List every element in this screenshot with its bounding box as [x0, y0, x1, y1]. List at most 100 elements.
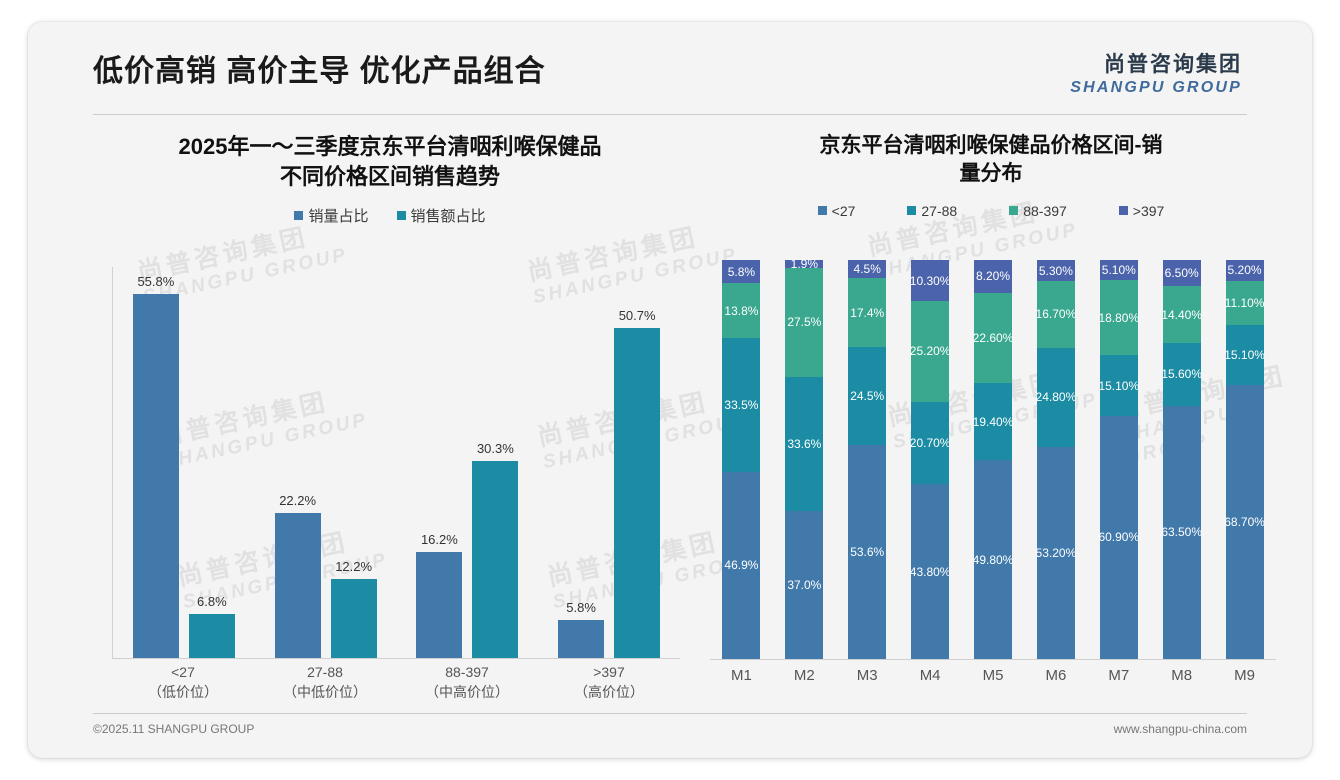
- bar-column[interactable]: 6.8%: [188, 267, 235, 658]
- stack-segment[interactable]: 33.5%: [722, 338, 761, 472]
- stack-segment[interactable]: 22.60%: [973, 292, 1013, 383]
- stack-segment[interactable]: 27.5%: [785, 267, 824, 378]
- stack-segment-label: 15.10%: [1098, 378, 1140, 393]
- bar[interactable]: [330, 578, 377, 658]
- page-title: 低价高销 高价主导 优化产品组合: [93, 55, 546, 88]
- stack-segment[interactable]: 24.80%: [1036, 347, 1076, 447]
- stacked-bar-column[interactable]: 5.10% 18.80% 15.10% 60.90%: [1087, 260, 1150, 659]
- stack-segment-label: 4.5%: [853, 261, 881, 276]
- stack-segment[interactable]: 8.20%: [974, 260, 1012, 293]
- bar[interactable]: [614, 327, 661, 658]
- slide-card: 低价高销 高价主导 优化产品组合 尚普咨询集团 SHANGPU GROUP 尚普…: [28, 22, 1312, 758]
- bar-column[interactable]: 50.7%: [614, 267, 661, 658]
- stacked-bar-column[interactable]: 6.50% 14.40% 15.60% 63.50%: [1150, 260, 1213, 659]
- bar[interactable]: [472, 460, 519, 658]
- stack-segment[interactable]: 24.5%: [848, 347, 887, 446]
- bar-value-label: 16.2%: [420, 532, 458, 548]
- x-axis-tick-label: M1: [731, 667, 752, 684]
- left-chart-title-line1: 2025年一～三季度京东平台清咽利喉保健品: [178, 134, 602, 159]
- stack-segment[interactable]: 5.10%: [1099, 260, 1138, 281]
- stack-segment[interactable]: 15.10%: [1098, 355, 1140, 416]
- footer-copyright: ©2025.11 SHANGPU GROUP: [93, 722, 255, 736]
- stack-segment-label: 6.50%: [1164, 265, 1199, 280]
- bar-value-label: 12.2%: [335, 558, 373, 574]
- stack-segment[interactable]: 53.20%: [1036, 446, 1076, 659]
- stack-segment[interactable]: 13.8%: [722, 283, 761, 339]
- bar[interactable]: [132, 294, 179, 658]
- stack-segment[interactable]: 16.70%: [1036, 281, 1076, 348]
- stack-segment[interactable]: 19.40%: [973, 382, 1013, 461]
- bar-column[interactable]: 5.8%: [558, 267, 605, 658]
- stack-segment[interactable]: 60.90%: [1098, 415, 1139, 659]
- stack-segment[interactable]: 43.80%: [910, 484, 950, 659]
- left-chart-title: 2025年一～三季度京东平台清咽利喉保健品 不同价格区间销售趋势: [90, 132, 690, 191]
- stack-segment[interactable]: 5.30%: [1036, 260, 1075, 282]
- right-chart-plot: 5.8% 13.8% 33.5% 46.9% 1.9% 27.5% 33.6% 37.0% 4.…: [710, 257, 1276, 660]
- bar-value-label: 50.7%: [618, 307, 656, 323]
- legend-label: 88-397: [1023, 202, 1067, 219]
- stacked-bar-column[interactable]: 5.20% 11.10% 15.10% 68.70%: [1213, 260, 1276, 659]
- stack-segment[interactable]: 15.10%: [1224, 324, 1265, 386]
- stack-segment[interactable]: 14.40%: [1161, 285, 1202, 344]
- right-chart-panel: 京东平台清咽利喉保健品价格区间-销 量分布 <27 27-88 88-397 >397…: [696, 132, 1286, 712]
- footer-divider: [93, 713, 1247, 714]
- stack-segment-label: 49.80%: [972, 552, 1014, 567]
- footer-website: www.shangpu-china.com: [1113, 722, 1247, 736]
- bar-column[interactable]: 55.8%: [132, 267, 179, 658]
- legend-item-volume-0[interactable]: 销量占比: [294, 205, 369, 226]
- stack-segment[interactable]: 37.0%: [785, 511, 824, 659]
- legend-item-band-1[interactable]: 27-88: [907, 203, 957, 219]
- legend-item-band-0[interactable]: <27: [817, 203, 855, 219]
- stack-segment[interactable]: 1.9%: [785, 257, 824, 271]
- bar-column[interactable]: 22.2%: [274, 267, 321, 658]
- stack-segment[interactable]: 20.70%: [910, 401, 950, 485]
- bar[interactable]: [558, 620, 605, 658]
- stacked-bar-column[interactable]: 8.20% 22.60% 19.40% 49.80%: [962, 260, 1025, 659]
- stack-segment[interactable]: 5.20%: [1225, 260, 1264, 281]
- stacked-bar-column[interactable]: 5.8% 13.8% 33.5% 46.9%: [710, 260, 773, 659]
- stack-segment[interactable]: 15.60%: [1161, 343, 1203, 406]
- stack-segment[interactable]: 63.50%: [1161, 405, 1202, 659]
- stack-segment[interactable]: 25.20%: [910, 301, 950, 402]
- left-chart-panel: 2025年一～三季度京东平台清咽利喉保健品 不同价格区间销售趋势 销量占比 销售额…: [90, 132, 690, 712]
- stack-segment[interactable]: 49.80%: [972, 460, 1014, 659]
- stack-segment[interactable]: 46.9%: [722, 471, 761, 659]
- stacked-bar-column[interactable]: 1.9% 27.5% 33.6% 37.0%: [773, 257, 836, 659]
- legend-item-volume-1[interactable]: 销售额占比: [396, 205, 486, 226]
- stack-segment[interactable]: 6.50%: [1162, 260, 1201, 286]
- x-axis-tick-sublabel: （高价位）: [574, 684, 644, 701]
- stack: 6.50% 14.40% 15.60% 63.50%: [1161, 260, 1203, 659]
- bar-column[interactable]: 16.2%: [416, 267, 463, 658]
- brand-name-cn: 尚普咨询集团: [1104, 53, 1242, 76]
- bar-column[interactable]: 30.3%: [472, 267, 519, 658]
- stack-segment[interactable]: 53.6%: [848, 445, 887, 659]
- stacked-bar-column[interactable]: 5.30% 16.70% 24.80% 53.20%: [1024, 260, 1087, 659]
- x-axis-tick-label: <27: [171, 664, 195, 680]
- stack-segment[interactable]: 5.8%: [722, 260, 761, 284]
- stack-segment[interactable]: 10.30%: [910, 260, 950, 302]
- legend-swatch-icon: [907, 206, 917, 216]
- stack-segment-label: 15.60%: [1161, 367, 1203, 382]
- bar[interactable]: [416, 552, 463, 658]
- bar[interactable]: [188, 613, 235, 658]
- stack-segment-label: 11.10%: [1224, 295, 1265, 310]
- stack-segment[interactable]: 68.70%: [1224, 385, 1265, 659]
- bar-value-label: 55.8%: [137, 274, 175, 290]
- bar-value-label: 5.8%: [566, 600, 596, 616]
- x-axis-tick-sublabel: （中低价位）: [283, 684, 367, 701]
- bar[interactable]: [274, 513, 321, 658]
- stacked-bar-column[interactable]: 4.5% 17.4% 24.5% 53.6%: [836, 260, 899, 659]
- stack-segment[interactable]: 33.6%: [785, 377, 824, 512]
- stack-segment-label: 5.8%: [727, 264, 756, 279]
- stack-segment[interactable]: 4.5%: [848, 260, 887, 278]
- stack-segment[interactable]: 18.80%: [1098, 280, 1139, 356]
- brand-name-en: SHANGPU GROUP: [1070, 79, 1242, 96]
- legend-item-band-2[interactable]: 88-397: [1009, 203, 1067, 219]
- stacked-bar-column[interactable]: 10.30% 25.20% 20.70% 43.80%: [899, 260, 962, 659]
- stack-segment[interactable]: 11.10%: [1224, 280, 1265, 325]
- stack-segment-label: 5.10%: [1101, 263, 1136, 278]
- stack-segment[interactable]: 17.4%: [848, 277, 887, 348]
- legend-swatch-icon: [1009, 206, 1019, 216]
- legend-item-band-3[interactable]: >397: [1118, 203, 1164, 219]
- bar-column[interactable]: 12.2%: [330, 267, 377, 658]
